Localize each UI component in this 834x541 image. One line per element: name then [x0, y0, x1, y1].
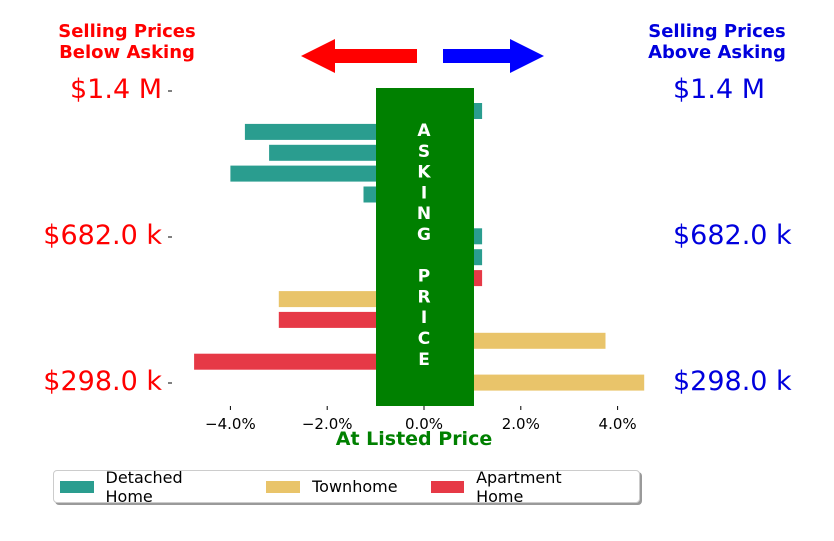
right-arrow-icon [443, 39, 544, 73]
header-below-line1: Selling Prices [58, 21, 196, 42]
asking-price-band-rect [376, 88, 474, 406]
bar-4 [230, 165, 424, 182]
asking-price-letter: I [421, 308, 427, 328]
x-tick-label: −4.0% [205, 415, 256, 433]
price-label-left-middle: $682.0 k [43, 220, 162, 251]
arrows [301, 39, 544, 73]
header-above-asking: Selling Prices Above Asking [638, 21, 796, 63]
header-above-line1: Selling Prices [648, 21, 786, 42]
legend-item-townhome: Townhome [266, 477, 398, 496]
asking-price-letter: P [418, 267, 430, 287]
legend-swatch-townhome [266, 480, 301, 493]
price-label-left-bottom: $298.0 k [43, 366, 162, 397]
legend-label-townhome: Townhome [312, 477, 398, 496]
x-tick-label: −2.0% [302, 415, 353, 433]
asking-price-letter: S [418, 142, 430, 162]
asking-price-letter: R [417, 287, 430, 307]
legend-label-apartment: Apartment Home [476, 467, 562, 506]
left-arrow-icon [301, 39, 417, 73]
legend-item-detached: Detached Home [60, 468, 233, 506]
x-axis: −4.0% −2.0% 0.0% 2.0% 4.0% [168, 90, 637, 433]
price-label-right-top: $1.4 M [673, 74, 765, 105]
legend-label-detached: Detached Home [105, 467, 183, 506]
legend: Detached Home Townhome Apartment Home [53, 467, 640, 506]
bar-14 [424, 374, 645, 391]
asking-price-letter: N [417, 204, 431, 224]
x-tick-label: 4.0% [599, 415, 637, 433]
bar-13 [194, 353, 424, 370]
header-below-line2: Below Asking [59, 42, 195, 63]
asking-price-letter: K [417, 163, 431, 183]
asking-price-letter: E [418, 350, 430, 370]
legend-swatch-apartment [430, 480, 465, 493]
legend-swatch-detached [60, 480, 94, 493]
asking-price-letter: G [417, 225, 431, 245]
legend-item-apartment: Apartment Home [430, 467, 612, 506]
asking-price-letter: C [418, 329, 430, 349]
x-tick-label: 0.0% [405, 415, 443, 433]
asking-price-letter: A [417, 121, 431, 141]
header-below-asking: Selling Prices Below Asking [48, 21, 206, 63]
x-axis-label: At Listed Price [336, 428, 492, 450]
header-above-line2: Above Asking [648, 42, 786, 63]
x-tick-label: 2.0% [502, 415, 540, 433]
price-label-left-top: $1.4 M [70, 74, 162, 105]
price-label-right-middle: $682.0 k [673, 220, 792, 251]
asking-price-letter: I [421, 183, 427, 203]
price-label-right-bottom: $298.0 k [673, 366, 792, 397]
